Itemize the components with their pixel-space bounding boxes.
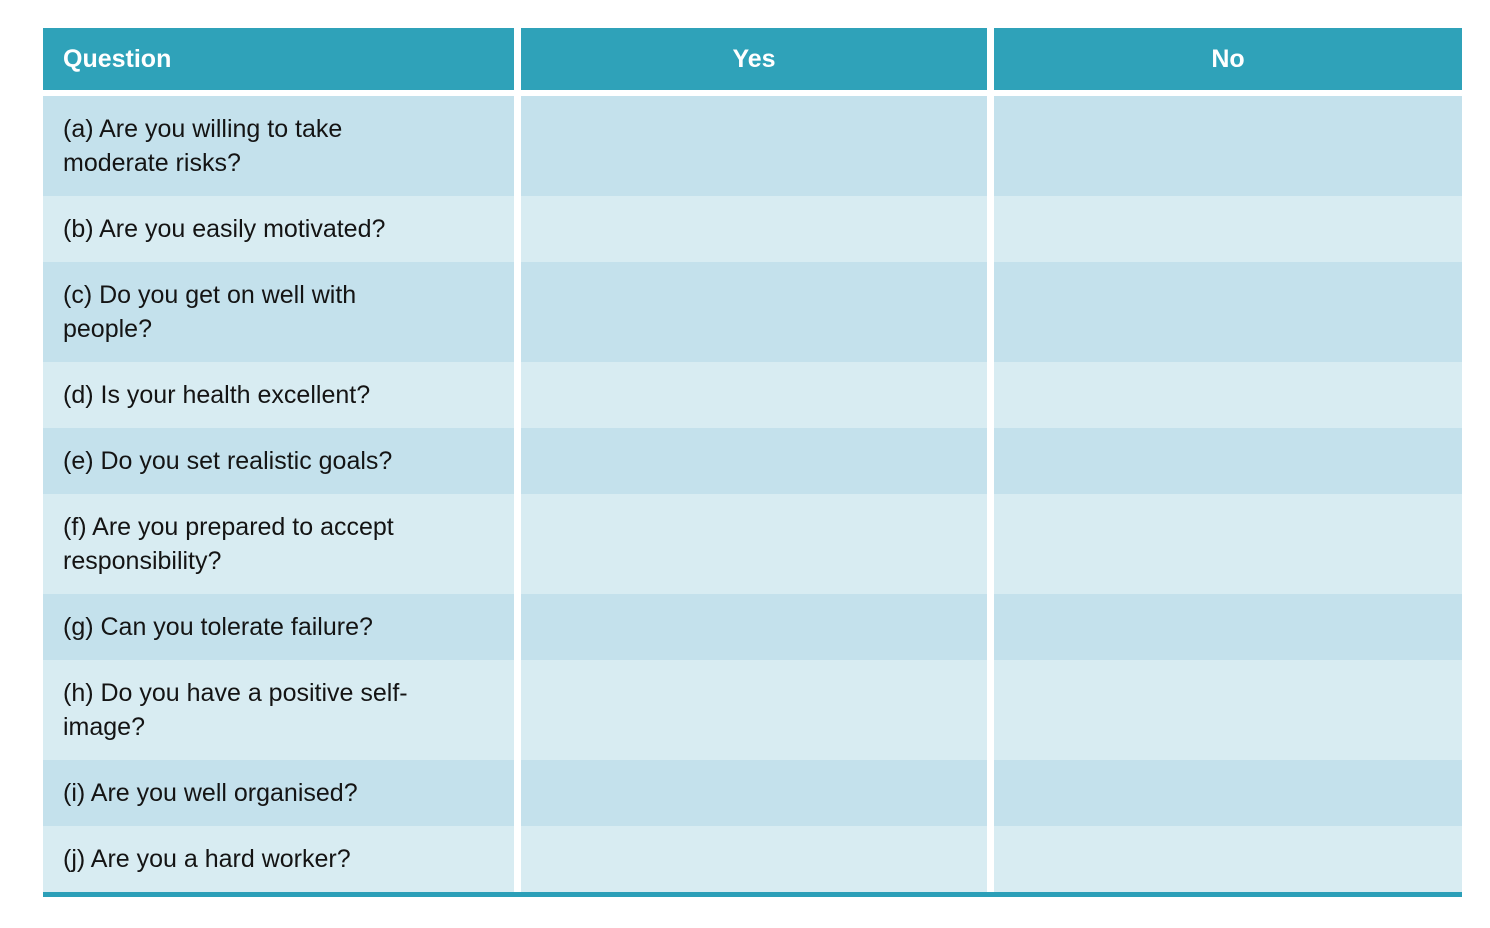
no-answer-cell[interactable]: [994, 760, 1462, 826]
questionnaire-table: Question Yes No (a) Are you willing to t…: [43, 28, 1462, 897]
no-answer-cell[interactable]: [994, 96, 1462, 196]
yes-answer-cell[interactable]: [521, 660, 987, 760]
yes-answer-cell[interactable]: [521, 594, 987, 660]
question-cell: (e) Do you set realistic goals?: [43, 428, 514, 494]
question-cell: (i) Are you well organised?: [43, 760, 514, 826]
question-cell: (c) Do you get on well with people?: [43, 262, 514, 362]
column-header-question: Question: [43, 28, 514, 90]
table-row: (h) Do you have a positive self-image?: [43, 660, 1462, 760]
no-answer-cell[interactable]: [994, 262, 1462, 362]
question-cell: (g) Can you tolerate failure?: [43, 594, 514, 660]
table-row: (d) Is your health excellent?: [43, 362, 1462, 428]
table-row: (e) Do you set realistic goals?: [43, 428, 1462, 494]
question-cell: (h) Do you have a positive self-image?: [43, 660, 514, 760]
yes-answer-cell[interactable]: [521, 196, 987, 262]
no-answer-cell[interactable]: [994, 196, 1462, 262]
yes-answer-cell[interactable]: [521, 760, 987, 826]
table-row: (f) Are you prepared to accept responsib…: [43, 494, 1462, 594]
table-bottom-border: [43, 892, 1462, 897]
table-row: (i) Are you well organised?: [43, 760, 1462, 826]
question-cell: (f) Are you prepared to accept responsib…: [43, 494, 514, 594]
yes-answer-cell[interactable]: [521, 362, 987, 428]
yes-answer-cell[interactable]: [521, 826, 987, 892]
table-row: (j) Are you a hard worker?: [43, 826, 1462, 892]
yes-answer-cell[interactable]: [521, 494, 987, 594]
table-header-row: Question Yes No: [43, 28, 1462, 90]
column-header-no: No: [994, 28, 1462, 90]
table-row: (b) Are you easily motivated?: [43, 196, 1462, 262]
yes-answer-cell[interactable]: [521, 428, 987, 494]
table-row: (c) Do you get on well with people?: [43, 262, 1462, 362]
table-row: (g) Can you tolerate failure?: [43, 594, 1462, 660]
no-answer-cell[interactable]: [994, 494, 1462, 594]
no-answer-cell[interactable]: [994, 594, 1462, 660]
question-cell: (b) Are you easily motivated?: [43, 196, 514, 262]
question-cell: (a) Are you willing to take moderate ris…: [43, 96, 514, 196]
yes-answer-cell[interactable]: [521, 262, 987, 362]
no-answer-cell[interactable]: [994, 826, 1462, 892]
table-row: (a) Are you willing to take moderate ris…: [43, 96, 1462, 196]
no-answer-cell[interactable]: [994, 660, 1462, 760]
yes-answer-cell[interactable]: [521, 96, 987, 196]
no-answer-cell[interactable]: [994, 362, 1462, 428]
no-answer-cell[interactable]: [994, 428, 1462, 494]
question-cell: (j) Are you a hard worker?: [43, 826, 514, 892]
column-header-yes: Yes: [521, 28, 987, 90]
question-cell: (d) Is your health excellent?: [43, 362, 514, 428]
